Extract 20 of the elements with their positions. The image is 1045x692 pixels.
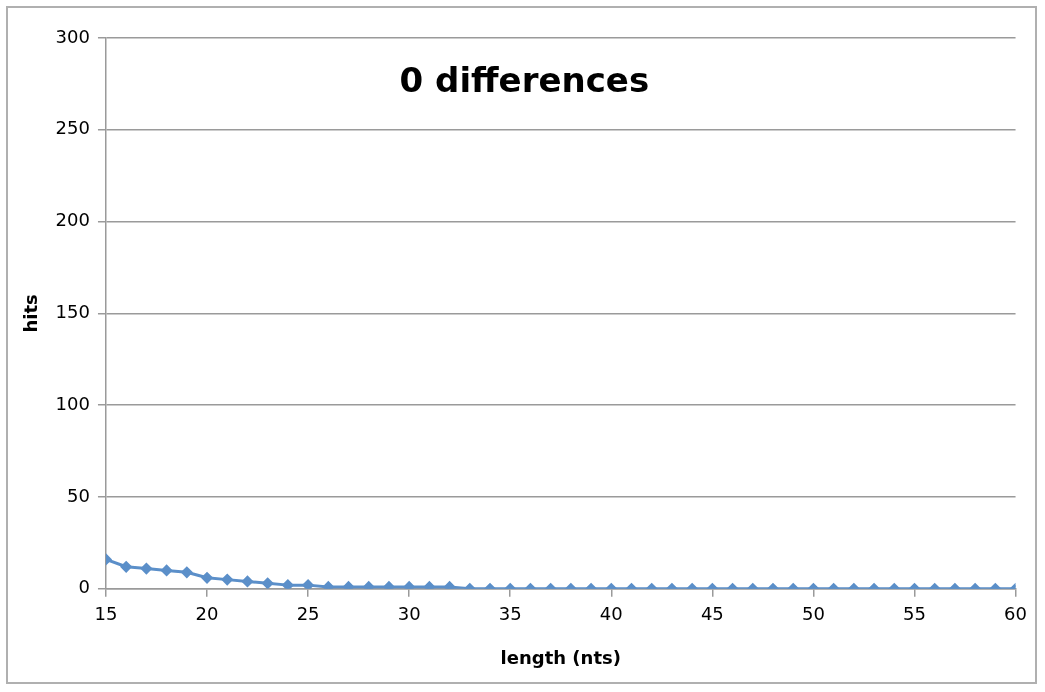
- y-tick-label: 50: [67, 484, 90, 506]
- x-tick-label: 50: [801, 603, 825, 625]
- y-tick-label: 250: [55, 117, 90, 139]
- text: 0 differences: [399, 59, 650, 100]
- y-axis-title: hits: [20, 294, 42, 333]
- y-tick-label: 100: [55, 392, 90, 414]
- x-tick-label: 35: [498, 603, 522, 625]
- x-tick-label: 40: [599, 603, 623, 625]
- x-tick-label: 15: [94, 603, 118, 625]
- y-tick-label: 200: [55, 209, 90, 231]
- x-axis-title: length (nts): [500, 646, 621, 668]
- x-tick-label: 55: [903, 603, 926, 625]
- y-tick-label: 0: [78, 576, 90, 598]
- x-tick-label: 25: [296, 603, 320, 625]
- x-tick-label: 60: [1004, 603, 1027, 625]
- y-tick-label: 150: [55, 301, 90, 323]
- x-tick-label: 45: [700, 603, 724, 625]
- y-tick-label: 300: [55, 25, 90, 47]
- x-tick-label: 20: [195, 603, 219, 625]
- x-tick-label: 30: [397, 603, 421, 625]
